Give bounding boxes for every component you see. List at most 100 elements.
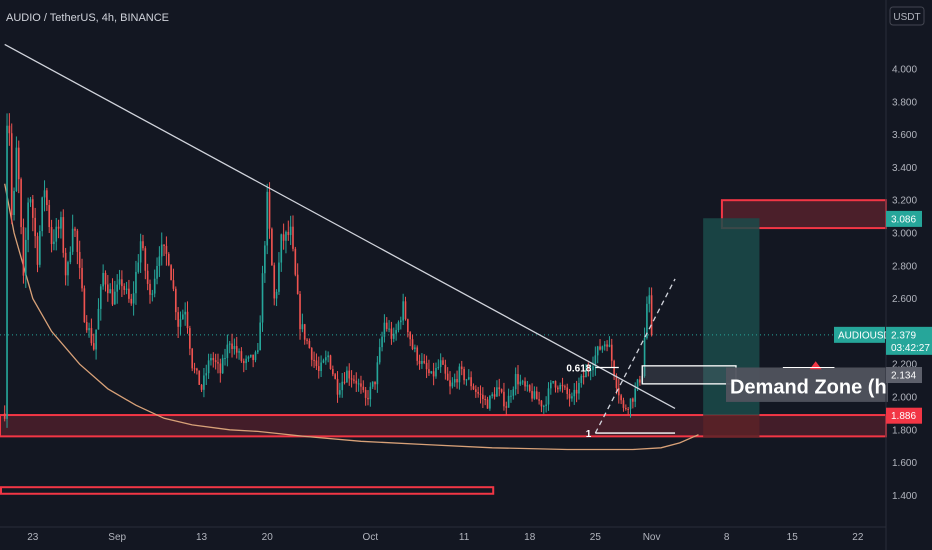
candle-body [121, 279, 123, 287]
candle-body [74, 228, 76, 231]
candle-body [92, 343, 95, 350]
candle-body [381, 336, 383, 348]
candle-body [60, 217, 62, 229]
candle-body [153, 278, 156, 294]
price-tick-label: 4.000 [892, 65, 917, 76]
candle-body [528, 385, 531, 392]
time-tick-label: 13 [196, 532, 208, 543]
candle-body [53, 241, 55, 245]
candle-body [111, 289, 114, 305]
candle-body [193, 368, 196, 370]
candle-body [540, 400, 543, 407]
candle-body [76, 230, 79, 252]
candle-body [484, 399, 487, 401]
candle-body [545, 404, 547, 406]
candle-body [285, 231, 287, 241]
candle-body [252, 354, 254, 361]
price-tick-label: 3.400 [892, 163, 917, 174]
currency-badge[interactable] [889, 6, 925, 26]
candles-layer [3, 113, 653, 428]
candle-body [247, 356, 250, 359]
candle-body [360, 383, 362, 387]
candle-body [608, 344, 611, 347]
candle-body [149, 283, 151, 295]
candle-body [355, 380, 358, 384]
candle-body [505, 406, 508, 408]
candle-body [439, 360, 442, 368]
candle-body [418, 360, 421, 364]
candle-body [524, 381, 526, 387]
candle-body [402, 301, 404, 321]
descending-trendline [4, 43, 676, 410]
candle-body [599, 346, 601, 350]
candle-body [479, 393, 482, 395]
candle-body [343, 381, 346, 383]
candle-body [170, 265, 172, 281]
candle-body [41, 197, 44, 232]
candle-body [404, 301, 407, 320]
countdown-label: 03:42:27 [891, 343, 930, 354]
candle-body [57, 226, 60, 229]
candle-body [371, 381, 374, 387]
candle-body [627, 408, 629, 410]
candle-body [109, 289, 111, 294]
candle-body [275, 291, 278, 299]
candle-body [622, 400, 625, 408]
candle-body [102, 272, 104, 287]
candle-body [306, 339, 308, 341]
candle-body [399, 320, 402, 323]
drawings-layer: 0.618 1 Demand Zone (h [4, 43, 888, 440]
candle-body [172, 280, 175, 289]
candle-body [142, 241, 144, 249]
candle-body [71, 228, 74, 252]
candle-body [474, 389, 477, 392]
candle-body [139, 241, 142, 263]
long-position-stop [703, 415, 760, 438]
candle-body [83, 288, 86, 323]
candle-body [444, 364, 447, 374]
candle-body [334, 374, 337, 379]
candle-body [324, 357, 327, 361]
candle-body [517, 374, 519, 385]
candle-body [146, 270, 149, 284]
candle-body [503, 391, 505, 407]
candle-body [374, 381, 376, 385]
candle-body [407, 319, 409, 333]
candle-body [81, 267, 83, 289]
candle-body [512, 389, 515, 396]
candle-body [106, 284, 109, 294]
candle-body [231, 343, 233, 349]
candle-body [648, 295, 651, 304]
time-tick-label: 11 [459, 532, 470, 543]
candle-body [409, 332, 412, 340]
candle-body [13, 191, 15, 216]
candle-body [46, 190, 48, 206]
candle-body [493, 394, 496, 397]
candle-body [205, 373, 208, 376]
candle-body [6, 125, 8, 419]
candle-body [301, 324, 304, 330]
candle-body [392, 333, 395, 339]
candle-body [27, 202, 29, 240]
time-tick-label: 23 [27, 532, 39, 543]
candle-body [282, 234, 285, 241]
candle-body [428, 369, 430, 374]
candle-body [547, 388, 550, 405]
candle-body [463, 369, 465, 381]
candle-body [625, 407, 627, 409]
candle-body [200, 384, 203, 390]
candle-body [165, 245, 168, 254]
candle-body [580, 375, 583, 383]
candle-body [341, 381, 344, 391]
demand-zone-label-bg [725, 367, 888, 402]
candle-body [43, 190, 46, 198]
candle-body [64, 252, 67, 276]
last-price-label: 2.379 [891, 330, 916, 341]
candle-body [585, 370, 587, 378]
candle-body [467, 377, 470, 380]
candle-body [453, 379, 456, 383]
candle-body [388, 328, 390, 330]
candle-body [88, 328, 90, 331]
